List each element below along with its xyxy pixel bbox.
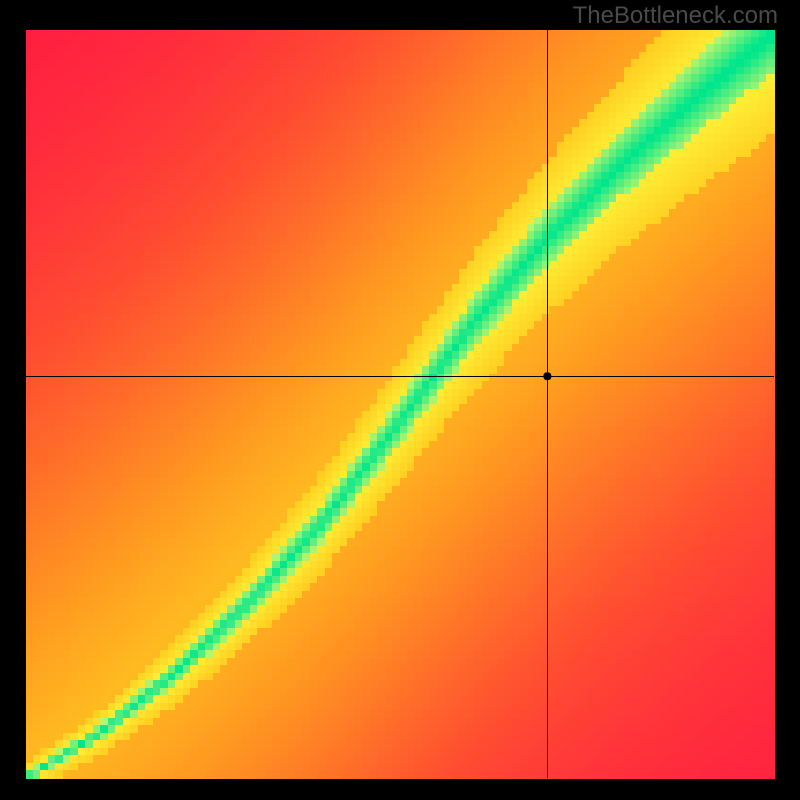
watermark-text: TheBottleneck.com [573, 2, 778, 30]
bottleneck-heatmap [0, 0, 800, 800]
chart-container: TheBottleneck.com [0, 0, 800, 800]
